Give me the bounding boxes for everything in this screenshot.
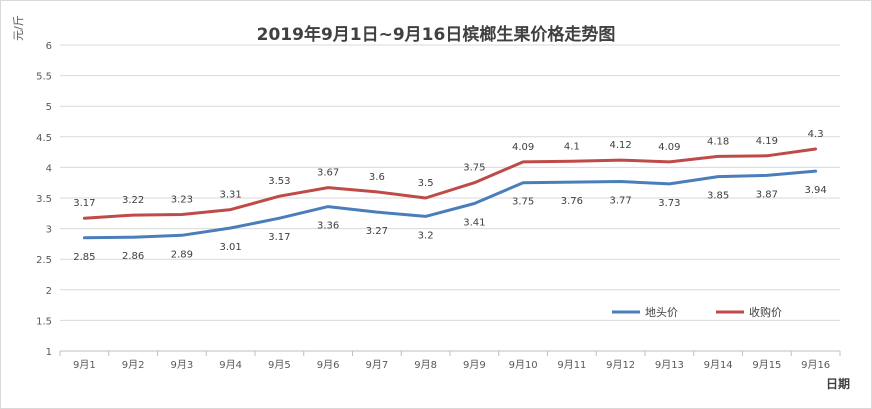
chart-title: 2019年9月1日~9月16日槟榔生果价格走势图 <box>257 24 616 45</box>
x-tick-label: 9月13 <box>655 359 684 371</box>
x-tick-label: 9月5 <box>268 359 291 371</box>
data-label: 3.75 <box>463 163 485 174</box>
axes: 1 1.5 2 2.5 3 3.5 4 4.5 5 5.5 6 9月1 9月2 9月3 9月4 9月5 9月6 9… <box>36 41 841 371</box>
gridlines <box>60 44 840 321</box>
data-label: 3.73 <box>658 198 680 209</box>
data-label: 2.89 <box>171 249 193 260</box>
data-label: 4.19 <box>756 136 778 147</box>
y-tick-label: 6 <box>46 41 52 52</box>
x-tick-label: 9月2 <box>122 359 145 371</box>
x-tick-label: 9月3 <box>171 359 194 371</box>
legend-label: 地头价 <box>645 306 678 319</box>
data-label: 3.85 <box>707 191 729 202</box>
data-label: 3.17 <box>73 198 95 209</box>
data-label: 3.2 <box>418 230 434 241</box>
y-tick-label: 3.5 <box>36 194 52 205</box>
x-tick-label: 9月7 <box>366 359 389 371</box>
x-tick-label: 9月10 <box>509 359 538 371</box>
y-tick-label: 5.5 <box>36 72 52 83</box>
series <box>82 147 818 240</box>
data-label: 3.22 <box>122 195 144 206</box>
data-label: 3.94 <box>804 185 826 196</box>
x-tick-label: 9月15 <box>752 359 781 371</box>
y-tick-label: 2 <box>46 286 52 297</box>
data-label: 3.17 <box>268 232 290 243</box>
x-tick-label: 9月12 <box>606 359 635 371</box>
data-label: 3.31 <box>219 190 241 201</box>
data-label: 4.3 <box>808 129 824 140</box>
y-tick-label: 3 <box>46 225 52 236</box>
y-axis-label: 元/斤 <box>12 15 25 41</box>
x-tick-label: 9月1 <box>73 359 96 371</box>
data-label: 3.36 <box>317 221 339 232</box>
series-line-1 <box>82 169 818 240</box>
data-label: 4.1 <box>564 141 580 152</box>
x-tick-label: 9月16 <box>801 359 830 371</box>
x-axis-label: 日期 <box>826 376 850 391</box>
data-label: 4.09 <box>512 142 534 153</box>
data-label: 3.01 <box>219 242 241 253</box>
data-label: 4.12 <box>609 140 631 151</box>
y-tick-label: 1 <box>46 347 52 358</box>
x-tick-label: 9月6 <box>317 359 340 371</box>
data-label: 3.87 <box>756 189 778 200</box>
data-label: 3.53 <box>268 176 290 187</box>
data-label: 3.75 <box>512 197 534 208</box>
series-line-2 <box>82 147 818 220</box>
y-tick-label: 2.5 <box>36 255 52 266</box>
data-label: 3.6 <box>369 172 385 183</box>
y-tick-label: 4.5 <box>36 133 52 144</box>
x-tick-label: 9月14 <box>704 359 733 371</box>
data-label: 3.67 <box>317 168 339 179</box>
x-tick-label: 9月11 <box>557 359 586 371</box>
data-label: 3.27 <box>366 226 388 237</box>
y-tick-label: 5 <box>46 102 52 113</box>
data-label: 3.41 <box>463 218 485 229</box>
data-label: 3.77 <box>609 195 631 206</box>
data-label: 4.18 <box>707 136 729 147</box>
y-tick-label: 1.5 <box>36 316 52 327</box>
legend: 地头价 收购价 <box>612 305 782 319</box>
data-label: 3.5 <box>418 178 434 189</box>
data-label: 2.86 <box>122 251 144 262</box>
data-label: 2.85 <box>73 252 95 263</box>
data-label: 3.23 <box>171 195 193 206</box>
x-tick-label: 9月9 <box>463 359 486 371</box>
legend-label: 收购价 <box>749 305 782 319</box>
x-tick-label: 9月4 <box>219 359 242 371</box>
data-labels: 2.85 2.86 2.89 3.01 3.17 3.36 3.27 3.2 3.41 3.75 3… <box>73 129 827 263</box>
data-label: 3.76 <box>561 196 583 207</box>
x-tick-label: 9月8 <box>414 359 437 371</box>
data-label: 4.09 <box>658 142 680 153</box>
y-tick-label: 4 <box>46 163 52 174</box>
